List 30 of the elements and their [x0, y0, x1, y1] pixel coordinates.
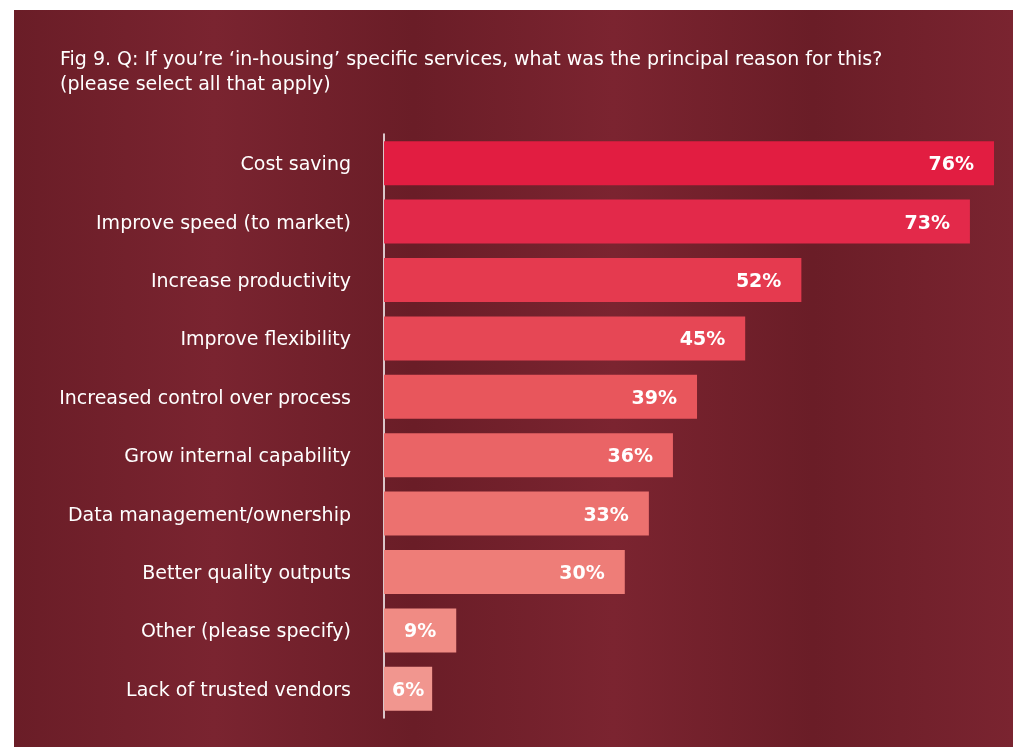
data-label: 45%	[679, 327, 726, 350]
data-label: 33%	[583, 502, 629, 525]
data-label: 76%	[928, 152, 974, 175]
bar	[384, 550, 625, 594]
bar	[384, 491, 649, 536]
bar	[384, 433, 673, 478]
data-label: 30%	[559, 561, 605, 583]
bar	[384, 316, 746, 361]
data-label: 9%	[403, 619, 437, 642]
data-label: 6%	[391, 677, 425, 700]
data-label: 36%	[607, 444, 653, 467]
y-tick-label: Grow internal capability	[124, 444, 351, 467]
y-tick-label: Increase productivity	[150, 269, 351, 291]
bar	[384, 608, 457, 653]
y-tick-label: Improve flexibility	[180, 327, 351, 350]
y-tick-label: Increased control over process	[59, 385, 351, 408]
y-tick-label: Better quality outputs	[142, 561, 351, 583]
y-tick-label: Data management/ownership	[67, 502, 351, 525]
y-tick-label: Cost saving	[240, 152, 351, 175]
data-label: 52%	[735, 269, 782, 291]
data-label: 73%	[904, 210, 950, 233]
y-tick-label: Other (please specify)	[140, 619, 351, 642]
chart-title: Fig 9. Q: If you’re ‘in-housing’ specific services, what was the principal reason for this? (please select all that apply)	[60, 46, 889, 94]
y-tick-label: Lack of trusted vendors	[126, 677, 351, 700]
bar	[384, 141, 994, 186]
bar	[384, 258, 802, 302]
bar	[384, 374, 698, 419]
y-tick-label: Improve speed (to market)	[96, 210, 351, 233]
bar	[384, 199, 970, 244]
data-label: 39%	[631, 385, 678, 408]
